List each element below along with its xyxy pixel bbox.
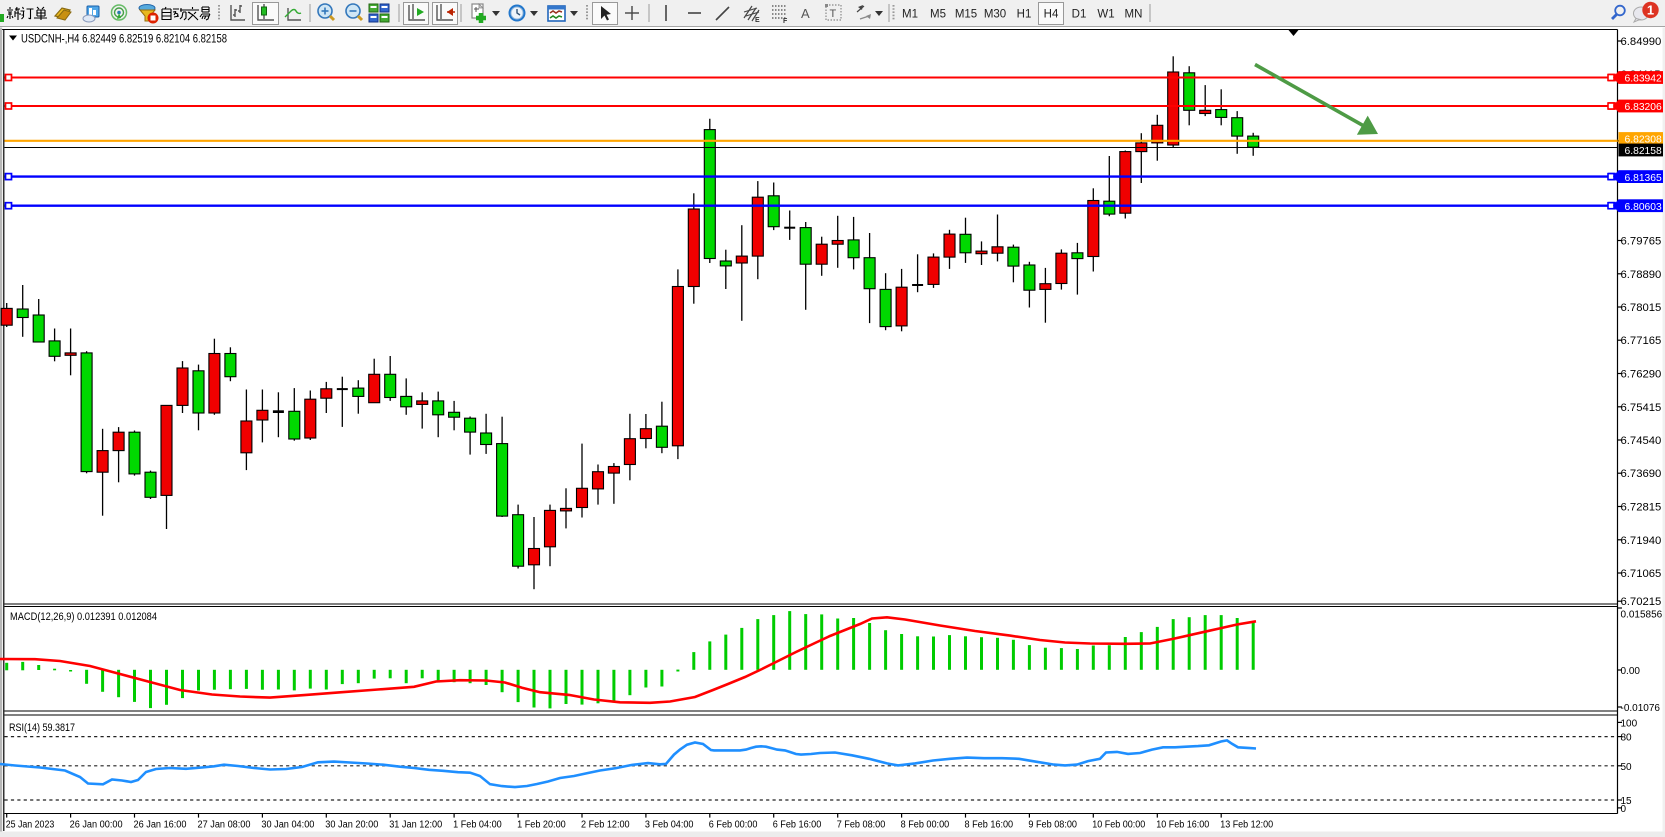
svg-text:MN: MN: [1125, 8, 1143, 20]
svg-text:1 Feb 20:00: 1 Feb 20:00: [517, 820, 566, 831]
svg-text:6.71065: 6.71065: [1621, 568, 1662, 580]
svg-text:6.70215: 6.70215: [1621, 596, 1662, 608]
svg-text:6.77165: 6.77165: [1621, 335, 1662, 347]
svg-text:13 Feb 12:00: 13 Feb 12:00: [1220, 820, 1273, 831]
svg-text:26 Jan 16:00: 26 Jan 16:00: [134, 820, 187, 831]
svg-text:6 Feb 16:00: 6 Feb 16:00: [773, 820, 822, 831]
svg-text:6.76290: 6.76290: [1621, 369, 1662, 381]
svg-text:30 Jan 04:00: 30 Jan 04:00: [261, 820, 314, 831]
svg-text:8 Feb 00:00: 8 Feb 00:00: [901, 820, 950, 831]
svg-text:6.84990: 6.84990: [1621, 36, 1662, 48]
svg-text:T: T: [830, 8, 837, 20]
svg-text:6.78890: 6.78890: [1621, 269, 1662, 281]
svg-text:6.78015: 6.78015: [1621, 302, 1662, 314]
svg-text:8 Feb 16:00: 8 Feb 16:00: [965, 820, 1014, 831]
svg-text:H1: H1: [1017, 8, 1032, 20]
svg-text:6.82158: 6.82158: [1625, 146, 1662, 157]
svg-text:6.75415: 6.75415: [1621, 402, 1662, 414]
svg-text:USDCNH-,H4 6.82449 6.82519 6.: USDCNH-,H4 6.82449 6.82519 6.82104 6.821…: [21, 34, 227, 46]
svg-text:6.83942: 6.83942: [1625, 74, 1662, 85]
svg-text:7 Feb 08:00: 7 Feb 08:00: [837, 820, 886, 831]
svg-text:M5: M5: [930, 8, 946, 20]
svg-text:6.71940: 6.71940: [1621, 535, 1662, 547]
svg-text:31 Jan 12:00: 31 Jan 12:00: [389, 820, 442, 831]
svg-text:6.79765: 6.79765: [1621, 236, 1662, 248]
svg-text:80: 80: [1621, 733, 1633, 744]
svg-text:25 Jan 2023: 25 Jan 2023: [6, 820, 55, 831]
svg-text:MACD(12,26,9) 0.012391 0.01208: MACD(12,26,9) 0.012391 0.012084: [10, 611, 157, 623]
svg-text:F: F: [783, 18, 788, 25]
svg-text:H4: H4: [1044, 8, 1059, 20]
svg-text:-0.01076: -0.01076: [1621, 703, 1661, 714]
svg-text:26 Jan 00:00: 26 Jan 00:00: [70, 820, 123, 831]
svg-text:1 Feb 04:00: 1 Feb 04:00: [453, 820, 502, 831]
svg-text:D1: D1: [1072, 8, 1087, 20]
svg-text:6.73690: 6.73690: [1621, 468, 1662, 480]
svg-text:10 Feb 00:00: 10 Feb 00:00: [1092, 820, 1145, 831]
svg-text:6.82308: 6.82308: [1625, 135, 1662, 146]
svg-text:A: A: [801, 6, 810, 21]
svg-text:RSI(14) 59.3817: RSI(14) 59.3817: [9, 722, 75, 734]
svg-text:100: 100: [1621, 718, 1638, 729]
svg-text:6.81365: 6.81365: [1625, 173, 1662, 184]
svg-text:50: 50: [1621, 762, 1633, 773]
svg-text:0.00: 0.00: [1621, 666, 1641, 677]
svg-text:2 Feb 12:00: 2 Feb 12:00: [581, 820, 630, 831]
svg-text:3 Feb 04:00: 3 Feb 04:00: [645, 820, 694, 831]
svg-text:6.72815: 6.72815: [1621, 502, 1662, 514]
svg-text:27 Jan 08:00: 27 Jan 08:00: [198, 820, 251, 831]
svg-text:0: 0: [1621, 804, 1627, 815]
svg-text:M30: M30: [984, 8, 1006, 20]
svg-text:30 Jan 20:00: 30 Jan 20:00: [325, 820, 378, 831]
svg-text:6.80603: 6.80603: [1625, 202, 1662, 213]
svg-text:M1: M1: [902, 8, 918, 20]
svg-text:1: 1: [1647, 3, 1654, 18]
svg-text:6.83206: 6.83206: [1625, 102, 1662, 113]
svg-text:M15: M15: [955, 8, 977, 20]
svg-text:W1: W1: [1097, 8, 1114, 20]
svg-text:10 Feb 16:00: 10 Feb 16:00: [1156, 820, 1209, 831]
svg-text:9 Feb 08:00: 9 Feb 08:00: [1028, 820, 1077, 831]
svg-text:6.74540: 6.74540: [1621, 435, 1662, 447]
svg-text:6 Feb 00:00: 6 Feb 00:00: [709, 820, 758, 831]
svg-text:0.015856: 0.015856: [1621, 609, 1663, 620]
svg-text:15: 15: [1621, 796, 1633, 807]
svg-text:E: E: [755, 17, 760, 24]
